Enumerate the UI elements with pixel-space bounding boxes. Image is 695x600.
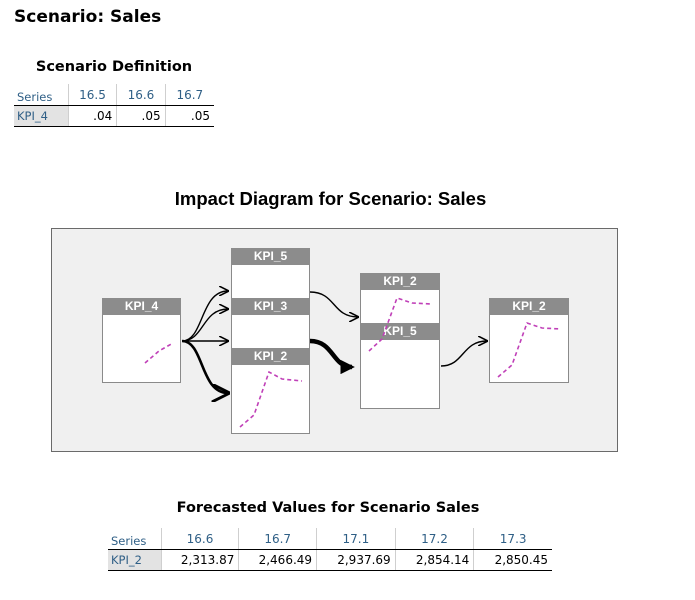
value-cell: 2,854.14 — [394, 549, 474, 571]
value-cell: 2,850.45 — [473, 549, 552, 571]
column-header: 17.3 — [473, 528, 552, 550]
sparkline-kpi2-group — [368, 296, 433, 352]
arrow-kpi3-to-kpi2 — [309, 291, 358, 317]
impact-diagram: KPI_4 KPI_5 KPI_3 KPI_2 KPI_2 KPI_5 KPI_… — [51, 228, 618, 452]
column-header: 17.1 — [316, 528, 396, 550]
table-row: KPI_4 .04 .05 .05 — [14, 105, 214, 127]
forecast-caption: Forecasted Values for Scenario Sales — [176, 500, 480, 516]
series-column-header: Series — [108, 528, 162, 550]
forecast-table: Series 16.6 16.7 17.1 17.2 17.3 KPI_2 2,… — [108, 528, 552, 571]
value-cell: .05 — [164, 105, 214, 127]
column-header: 16.6 — [160, 528, 239, 550]
node-group-kpi2-kpi5[interactable]: KPI_2 KPI_5 — [360, 273, 440, 409]
series-cell: KPI_4 — [14, 105, 69, 127]
node-group-kpi5-kpi3-kpi2[interactable]: KPI_5 KPI_3 KPI_2 — [231, 248, 310, 434]
arrow-kpi2-to-kpi5-bold — [309, 338, 355, 375]
sparkline-kpi2-output — [497, 321, 562, 378]
node-kpi2-output[interactable]: KPI_2 — [489, 298, 569, 383]
node-header: KPI_2 — [489, 298, 569, 315]
node-header: KPI_5 — [231, 248, 310, 265]
node-header: KPI_5 — [360, 323, 440, 340]
value-cell: 2,313.87 — [160, 549, 239, 571]
value-cell: .04 — [67, 105, 117, 127]
column-header: 16.5 — [67, 84, 117, 106]
sparkline-kpi2-mid — [239, 370, 303, 428]
node-kpi4[interactable]: KPI_4 — [102, 298, 181, 383]
column-header: 17.2 — [394, 528, 474, 550]
scenario-definition-table: Series 16.5 16.6 16.7 KPI_4 .04 .05 .05 — [14, 84, 214, 127]
arrow-kpi4-to-kpi5 — [181, 291, 228, 342]
table-row: KPI_2 2,313.87 2,466.49 2,937.69 2,854.1… — [108, 549, 552, 571]
table-header-row: Series 16.6 16.7 17.1 17.2 17.3 — [108, 528, 552, 550]
sparkline-kpi4 — [144, 342, 174, 364]
column-header: 16.6 — [116, 84, 166, 106]
series-cell: KPI_2 — [108, 549, 162, 571]
arrow-kpi5-to-kpi2-output — [440, 341, 487, 367]
node-header: KPI_4 — [102, 298, 181, 315]
table-header-row: Series 16.5 16.6 16.7 — [14, 84, 214, 106]
value-cell: 2,466.49 — [238, 549, 317, 571]
value-cell: 2,937.69 — [316, 549, 396, 571]
node-header: KPI_2 — [231, 348, 310, 365]
scenario-definition-caption: Scenario Definition — [35, 59, 193, 75]
column-header: 16.7 — [238, 528, 317, 550]
page-title: Scenario: Sales — [14, 7, 162, 27]
arrow-kpi4-to-kpi2-lower — [181, 339, 228, 393]
node-header: KPI_3 — [231, 298, 310, 315]
node-header: KPI_2 — [360, 273, 440, 290]
arrow-kpi4-to-kpi3 — [181, 309, 228, 342]
diagram-connections — [144, 229, 562, 428]
series-column-header: Series — [14, 84, 69, 106]
value-cell: .05 — [116, 105, 166, 127]
impact-diagram-title: Impact Diagram for Scenario: Sales — [174, 188, 487, 209]
column-header: 16.7 — [164, 84, 214, 106]
